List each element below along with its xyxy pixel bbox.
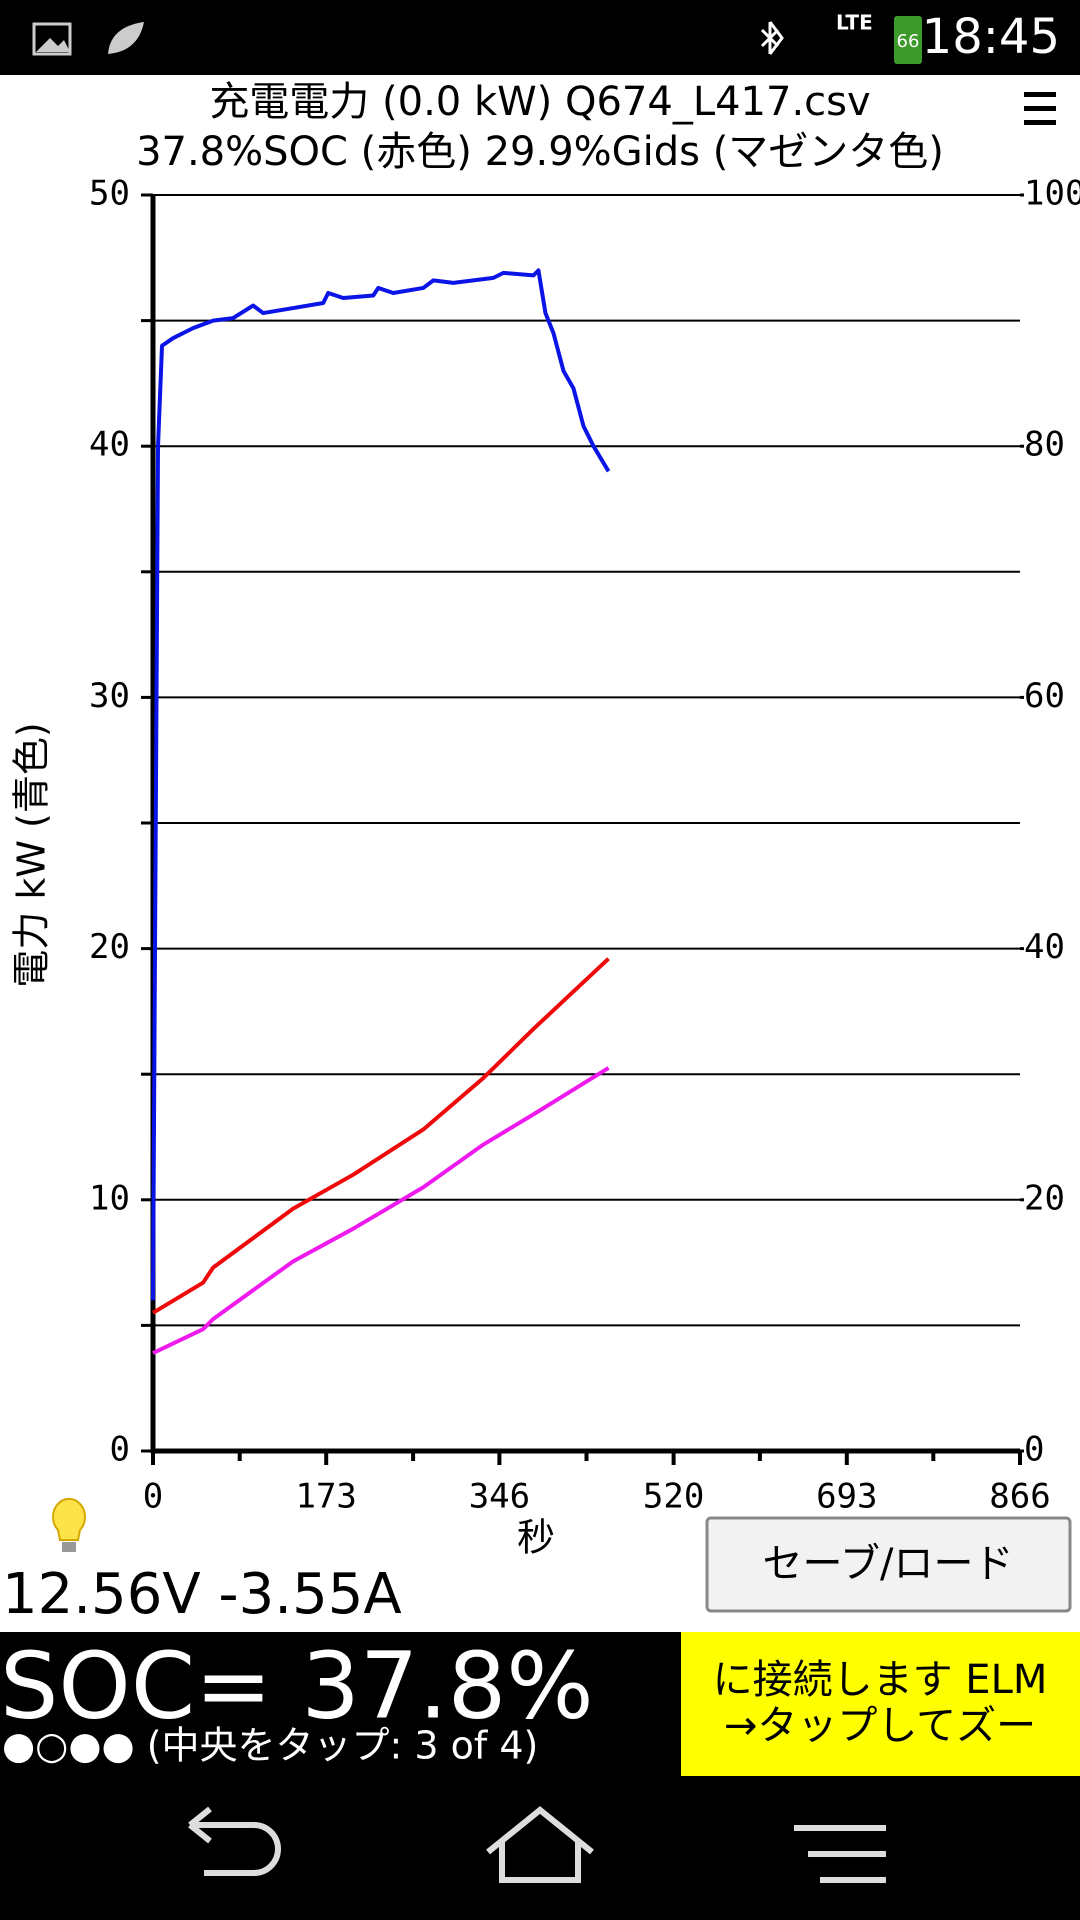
chart-title: 充電電力 (0.0 kW) Q674_L417.csv (209, 79, 870, 125)
data-line (152, 1066, 610, 1355)
y-tick-label: 10 (89, 1178, 130, 1218)
notice-line: に接続します ELM (713, 1657, 1048, 1703)
save-load-label: セーブ/ロード (762, 1541, 1013, 1587)
y2-tick-label: 0 (1024, 1430, 1044, 1470)
bulb-base (62, 1542, 76, 1552)
clock: 18:45 (922, 9, 1060, 65)
chart-subtitle: 37.8%SOC (赤色) 29.9%Gids (マゼンタ色) (136, 129, 944, 175)
gallery-icon-shape (36, 38, 70, 52)
y2-tick-label: 60 (1024, 676, 1065, 716)
x-tick-label: 866 (989, 1477, 1050, 1517)
x-tick-label: 520 (643, 1477, 704, 1517)
x-tick-label: 0 (143, 1477, 163, 1517)
menu-button[interactable] (794, 1825, 886, 1883)
battery-icon (894, 16, 922, 64)
home-button[interactable] (486, 1806, 594, 1883)
leaf-icon (108, 22, 144, 54)
gallery-icon (32, 22, 72, 56)
y-axis-label: 電力 kW (青色) (10, 722, 54, 987)
y2-tick-label: 80 (1024, 425, 1065, 465)
notice-line: →タップしてズー (724, 1703, 1036, 1749)
y-tick-label: 20 (89, 927, 130, 967)
y-tick-label: 30 (89, 676, 130, 716)
menu-icon[interactable] (1024, 92, 1056, 125)
y2-tick-label: 20 (1024, 1178, 1065, 1218)
data-line (151, 957, 610, 1315)
x-tick-label: 173 (295, 1477, 356, 1517)
y-tick-label: 50 (89, 174, 130, 214)
bluetooth-icon (760, 21, 784, 55)
y-tick-label: 0 (110, 1430, 130, 1470)
save-load-button[interactable] (705, 1516, 1072, 1613)
back-button[interactable] (188, 1806, 281, 1876)
y-tick-label: 40 (89, 425, 130, 465)
y2-tick-label: 40 (1024, 927, 1065, 967)
page-indicator[interactable]: ●○●● (中央をタップ: 3 of 4) (2, 1724, 538, 1768)
bulb-icon (52, 1498, 86, 1541)
x-axis-label: 秒 (517, 1516, 555, 1560)
y2-tick-label: 100 (1024, 174, 1080, 214)
voltage-current: 12.56V -3.55A (2, 1562, 402, 1627)
notice-box[interactable] (681, 1632, 1080, 1776)
x-tick-label: 693 (816, 1477, 877, 1517)
data-line (151, 268, 611, 1301)
network-label: LTE (836, 11, 873, 35)
battery-level: 66 (897, 31, 920, 52)
x-tick-label: 346 (469, 1477, 530, 1517)
soc-readout: SOC= 37.8% (0, 1632, 594, 1739)
